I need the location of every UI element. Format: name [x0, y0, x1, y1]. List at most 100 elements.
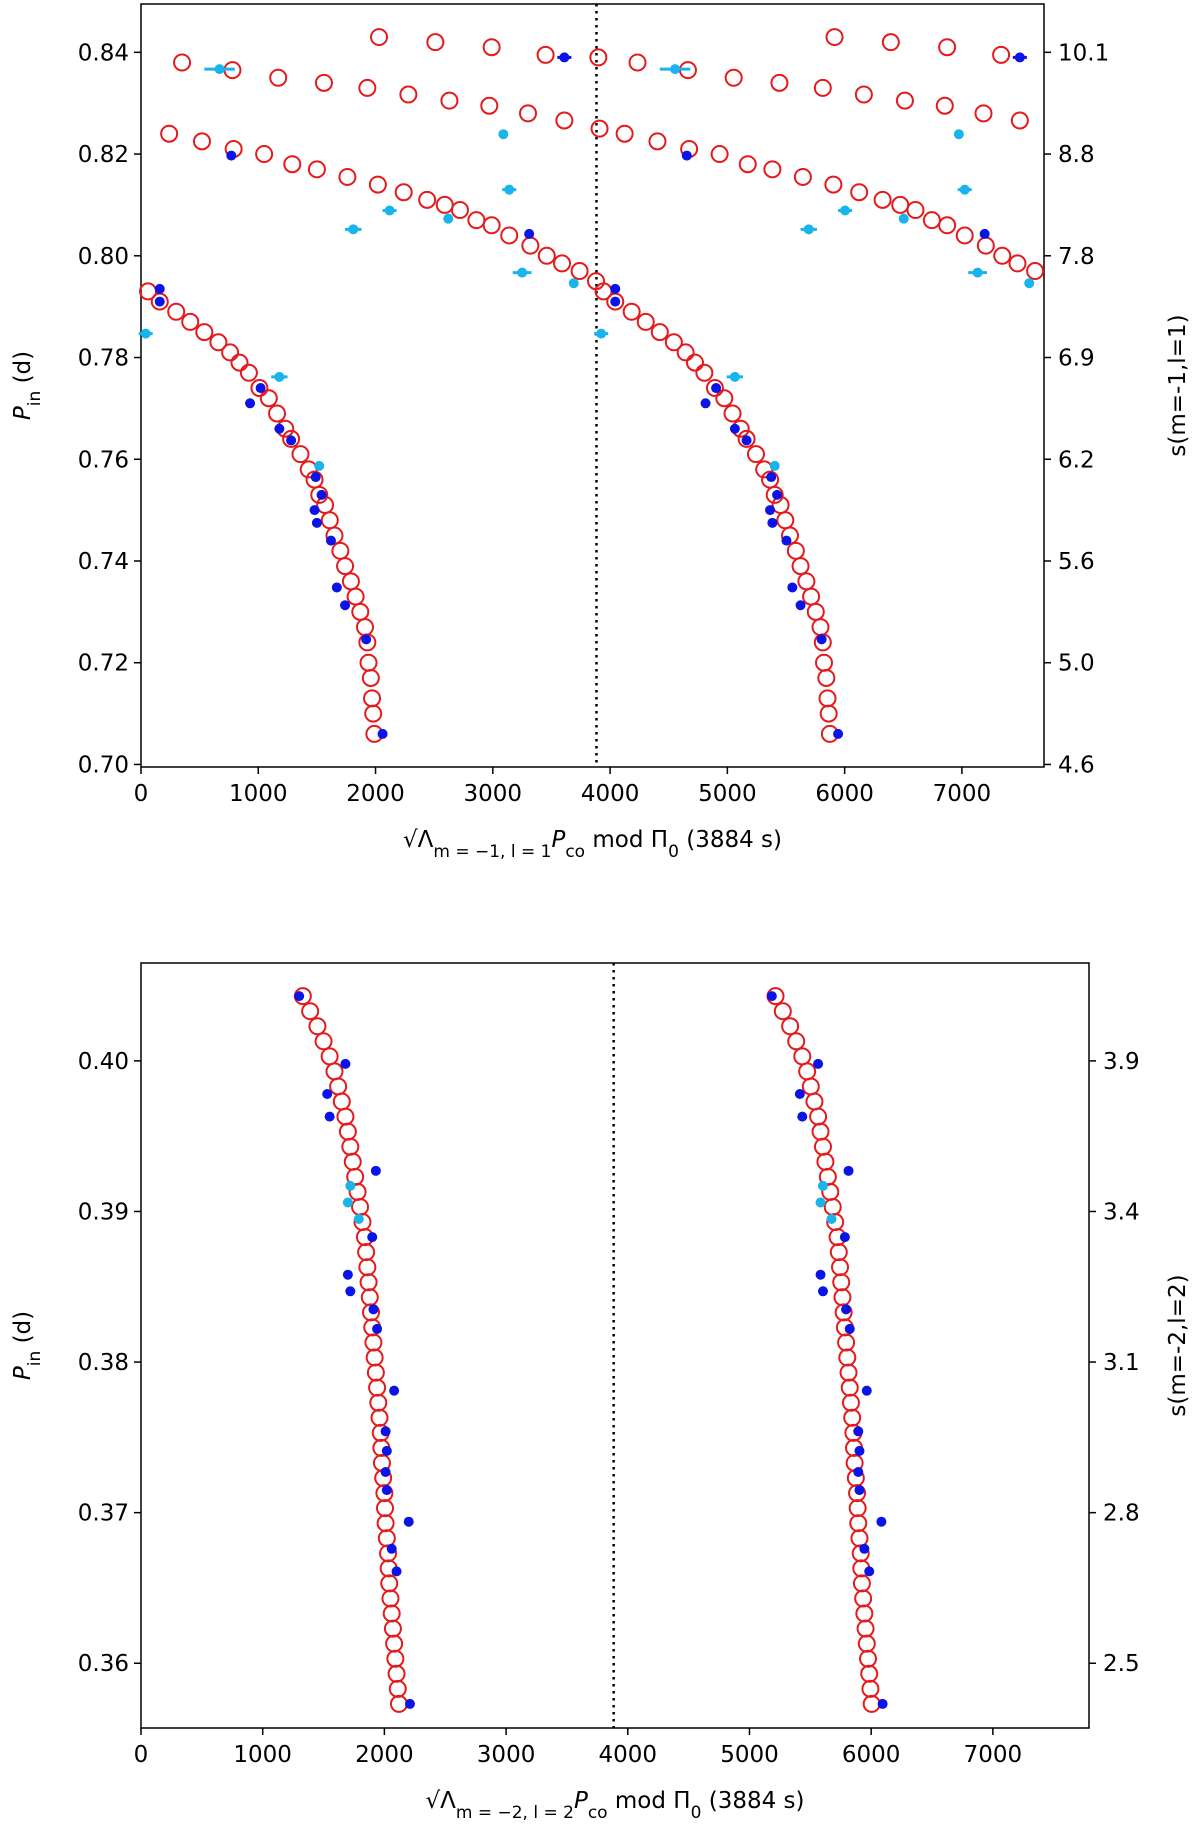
y2-tick-label: 3.9: [1103, 1049, 1140, 1075]
model-point: [338, 1122, 357, 1141]
model-point: [221, 343, 240, 362]
model-point: [364, 704, 383, 723]
model-point: [426, 33, 445, 52]
model-point: [358, 1258, 377, 1277]
model-point: [838, 1348, 857, 1367]
x-tick-label: 2000: [346, 781, 405, 807]
x-axis-label: √Λm = −1, l = 1Pco mod Π0 (3884 s): [403, 827, 782, 862]
model-point: [806, 602, 825, 621]
x-tick-label: 7000: [933, 781, 992, 807]
model-point: [860, 1664, 879, 1683]
model-point: [341, 572, 360, 591]
observed-point: [854, 1445, 865, 1456]
model-point: [181, 312, 200, 331]
model-point: [338, 167, 357, 186]
model-point: [813, 78, 832, 97]
x-tick-label: 4000: [581, 781, 640, 807]
observed-point: [498, 129, 509, 140]
label-subscript: in: [25, 391, 45, 407]
y-tick-label: 0.38: [78, 1350, 129, 1376]
model-point: [622, 302, 641, 321]
x-tick-label: 0: [134, 781, 149, 807]
observed-point: [391, 1566, 402, 1577]
model-point: [343, 1152, 362, 1171]
observed-point: [314, 460, 325, 471]
model-point: [380, 1574, 399, 1593]
model-point: [832, 1273, 851, 1292]
observed-point: [839, 1232, 850, 1243]
label-subscript: m = −2, l = 2: [456, 1803, 574, 1823]
label-subscript: 0: [691, 1803, 702, 1823]
model-point: [394, 183, 413, 202]
model-point: [173, 53, 192, 72]
observed-point: [766, 472, 777, 483]
label-part: mod Π: [585, 827, 668, 853]
observed-point: [769, 460, 780, 471]
y-axis-label: Pin (d): [10, 351, 45, 420]
model-point: [855, 1604, 874, 1623]
observed-point: [876, 1516, 887, 1527]
model-point: [341, 1137, 360, 1156]
model-point: [358, 78, 377, 97]
observed-point: [815, 1269, 826, 1280]
model-point: [570, 262, 589, 281]
model-point: [829, 1243, 848, 1262]
observed-point: [310, 472, 321, 483]
model-point: [336, 557, 355, 576]
y-tick-label: 0.72: [78, 651, 129, 677]
model-point: [746, 445, 765, 464]
y2-tick-label: 6.2: [1058, 447, 1095, 473]
y-tick-label: 0.76: [78, 447, 129, 473]
observed-point: [403, 1516, 414, 1527]
model-point: [500, 226, 519, 245]
observed-point: [517, 267, 528, 278]
model-point: [332, 1092, 351, 1111]
observed-point: [781, 535, 792, 546]
observed-point: [353, 1214, 364, 1225]
observed-point: [843, 1165, 854, 1176]
model-point: [802, 587, 821, 606]
model-point: [370, 1408, 389, 1427]
model-point: [705, 379, 724, 398]
observed-point: [325, 535, 336, 546]
observed-point: [1014, 52, 1025, 63]
y-tick-label: 0.40: [78, 1049, 129, 1075]
observed-point: [559, 52, 570, 63]
label-subscript: m = −1, l = 1: [433, 842, 551, 862]
model-point: [817, 668, 836, 687]
model-point: [269, 68, 288, 87]
plot-frame: [140, 962, 1090, 1729]
model-point: [368, 1378, 387, 1397]
model-point: [537, 246, 556, 265]
label-part: (3884 s): [701, 1788, 804, 1814]
observed-point: [767, 517, 778, 528]
y2-tick-label: 2.8: [1103, 1501, 1140, 1527]
label-subscript: 0: [668, 842, 679, 862]
model-point: [376, 1514, 395, 1533]
model-point: [320, 511, 339, 530]
observed-point: [348, 224, 359, 235]
y-tick-label: 0.36: [78, 1651, 129, 1677]
model-point: [310, 485, 329, 504]
model-point: [791, 557, 810, 576]
observed-point: [898, 213, 909, 224]
observed-point: [342, 1269, 353, 1280]
observed-point: [154, 283, 165, 294]
observed-point: [787, 582, 798, 593]
model-point: [857, 1634, 876, 1653]
model-point: [387, 1664, 406, 1683]
model-point: [365, 1348, 384, 1367]
model-point: [993, 246, 1012, 265]
model-point: [676, 343, 695, 362]
model-point: [814, 653, 833, 672]
model-point: [854, 85, 873, 104]
model-point: [881, 33, 900, 52]
model-point: [724, 68, 743, 87]
model-point: [440, 91, 459, 110]
observed-point: [367, 1232, 378, 1243]
model-point: [849, 1514, 868, 1533]
model-point: [589, 48, 608, 67]
x-axis-label: √Λm = −2, l = 2Pco mod Π0 (3884 s): [425, 1788, 804, 1823]
y2-tick-label: 10.1: [1058, 40, 1109, 66]
model-point: [856, 1619, 875, 1638]
